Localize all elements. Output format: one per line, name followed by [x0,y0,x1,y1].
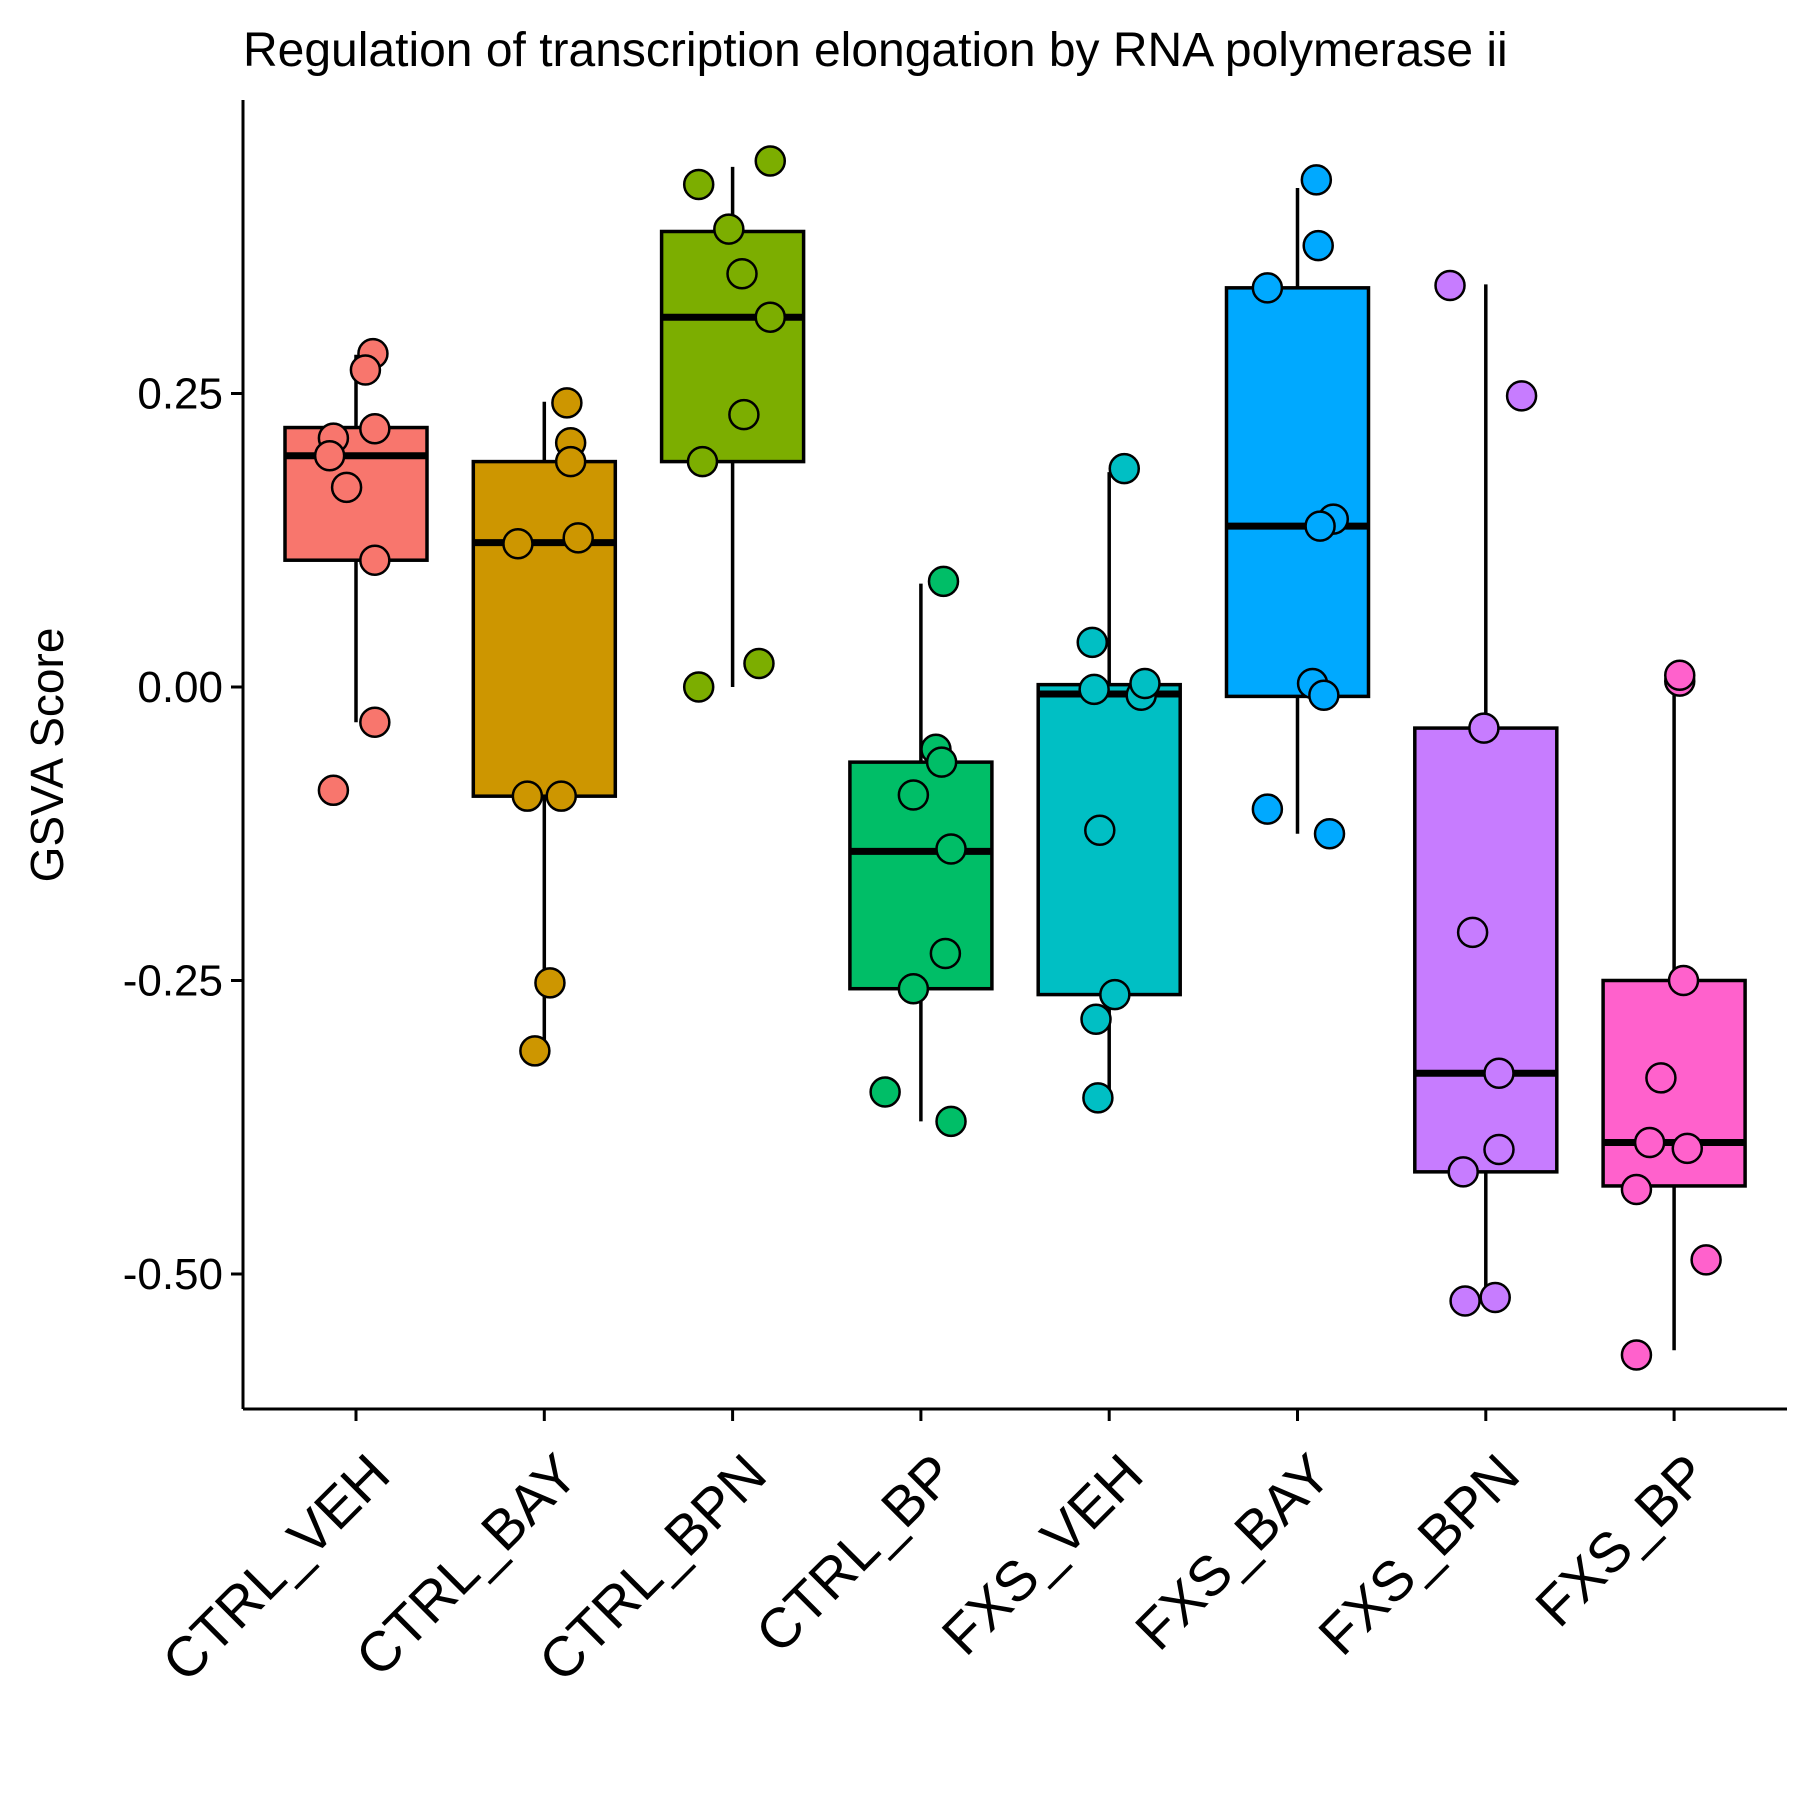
data-point [927,565,960,598]
data-point [554,445,587,478]
data-point [713,213,745,245]
data-point [1099,978,1131,1011]
data-point [1483,1057,1515,1089]
box-group-ctrl-bay [471,387,618,1067]
box-group-fxs-bpn [1413,269,1559,1317]
data-point [1308,679,1340,711]
data-point [1082,1082,1114,1114]
data-point [1076,626,1109,659]
data-point [1304,510,1336,542]
data-point [1447,1156,1479,1188]
x-tick-label-fxs-veh: FXS_VEH [930,1442,1155,1667]
data-point [686,445,719,478]
data-point [502,528,534,560]
data-point [1300,164,1333,196]
data-point [313,439,346,472]
data-point [754,145,787,177]
data-point [1251,793,1284,825]
data-point [935,833,967,865]
data-point [1690,1244,1722,1276]
y-tick-label: 0.00 [137,663,223,712]
y-tick-label: 0.25 [137,369,223,418]
box-group-fxs-veh [1036,452,1182,1114]
data-point [562,522,594,554]
data-point [349,354,382,386]
box-group-fxs-bp [1601,659,1747,1371]
data-point [682,168,715,201]
data-point [1663,659,1696,692]
x-tick-label-fxs-bp: FXS_BP [1523,1442,1719,1638]
data-point [925,746,958,778]
data-point [869,1076,901,1108]
y-tick-label: -0.25 [123,956,223,1005]
x-tick-label-fxs-bpn: FXS_BPN [1306,1442,1531,1667]
data-point [754,301,787,333]
data-point [545,780,577,812]
y-tick-label: -0.50 [123,1250,223,1299]
data-point [1620,1173,1653,1206]
data-point [1434,269,1466,302]
data-point [1449,1285,1481,1317]
data-point [1108,452,1141,485]
data-point [1479,1281,1511,1314]
data-point [359,412,391,445]
data-point [1078,673,1110,706]
data-point [1456,916,1489,949]
chart-title: Regulation of transcription elongation b… [243,24,1508,77]
data-point [897,972,930,1005]
data-point [1483,1133,1515,1166]
data-point [1620,1339,1653,1371]
data-point [359,544,391,576]
data-point [1080,1003,1112,1035]
data-point [1084,814,1116,846]
x-tick-label-fxs-bay: FXS_BAY [1123,1442,1343,1662]
data-point [359,706,391,738]
data-point [1671,1132,1704,1165]
data-point [317,774,350,807]
data-point [534,967,566,999]
data-point [682,671,715,703]
data-point [935,1105,967,1138]
box [471,459,618,798]
data-point [726,258,758,290]
data-point [1302,229,1334,262]
box [1413,726,1559,1174]
box-group-ctrl-bpn [659,145,806,703]
data-point [1468,712,1500,744]
data-point [1667,964,1700,997]
data-point [1645,1062,1677,1094]
data-point [1251,272,1284,304]
data-point [929,937,962,970]
data-point [1633,1126,1666,1159]
data-point [551,387,583,419]
data-point [897,779,930,811]
data-point [511,780,544,812]
data-point [743,647,775,680]
box [1224,286,1371,699]
box-group-ctrl-bp [848,565,994,1138]
box-group-fxs-bay [1224,164,1371,850]
box-group-ctrl-veh [283,337,429,807]
data-point [728,398,760,431]
data-point [1313,817,1346,850]
x-tick-label-ctrl-bp: CTRL_BP [743,1442,966,1665]
data-point [519,1035,551,1067]
data-point [330,471,363,504]
data-point [1129,667,1161,700]
data-point [1505,380,1538,412]
plot-area [283,145,1747,1371]
y-axis-label: GSVA Score [21,628,73,883]
